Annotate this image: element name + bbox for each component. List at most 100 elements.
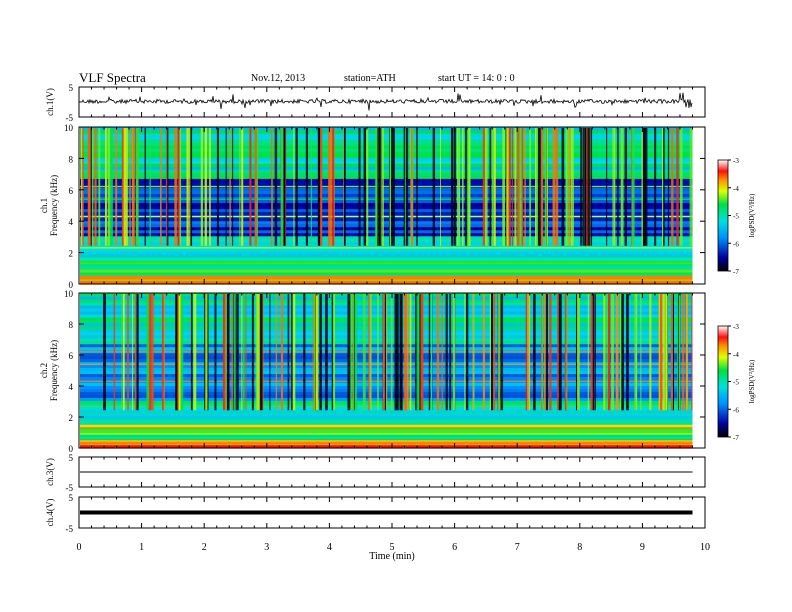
ch1-sferic (555, 128, 559, 246)
ch1-sferic (391, 128, 395, 246)
ch2-sferic (489, 294, 491, 411)
ch1-sferic (190, 128, 193, 246)
ch2-sferic (420, 294, 424, 411)
ch2-sferic (607, 294, 611, 411)
ch2-sferic (222, 294, 226, 411)
ch1-band (80, 250, 693, 255)
ch1-sferic (662, 128, 664, 246)
ch1-sferic (432, 128, 436, 246)
ch2-sferic (127, 294, 129, 411)
ch1-sferic (546, 128, 549, 246)
x-tick-label: 1 (139, 542, 144, 553)
ch1-sferic (149, 128, 151, 246)
ch1-sferic (624, 128, 628, 246)
ch2-sferic (362, 294, 366, 411)
ch1-ylabel: ch.1(V) (45, 88, 55, 116)
ch2-sferic (464, 294, 466, 411)
ch2-sferic (493, 294, 496, 411)
ch2-sferic (214, 294, 217, 411)
ch1-band (80, 127, 693, 131)
ch2-ytick-label: 10 (64, 289, 74, 299)
ch1-band (80, 205, 693, 210)
ch4-ytick-label: -5 (66, 524, 74, 534)
ch1-sferic (254, 128, 257, 246)
ch1-sferic (363, 128, 367, 246)
ch2-band (80, 409, 693, 413)
ch2-sferic (640, 294, 642, 411)
ch1-sferic (295, 128, 298, 246)
ch1-sferic (552, 128, 556, 246)
ch1-sferic (529, 128, 532, 246)
ch2-sferic (354, 294, 358, 411)
ch2-sferic (659, 294, 663, 411)
ch1-sferic (641, 128, 643, 246)
ch2-sferic (611, 294, 614, 411)
ch2-sferic (377, 294, 379, 411)
ch2-sferic (319, 294, 322, 411)
ch2-sferic (453, 294, 456, 411)
ch2-sferic (314, 294, 316, 411)
ch2-sferic (577, 294, 580, 411)
ch2-sferic (312, 294, 314, 411)
ch2-sferic (500, 294, 504, 411)
ch1-sferic (174, 128, 177, 246)
ch1-sferic (239, 128, 241, 246)
ch2-sferic (386, 294, 388, 411)
ch2-band (80, 436, 693, 440)
ch2-sferic (682, 294, 685, 411)
x-tick-label: 5 (390, 542, 395, 553)
ch1-band (80, 145, 693, 149)
ch1-sferic (511, 128, 513, 246)
ch1-sferic (91, 128, 94, 246)
ch2-sferic (275, 294, 278, 411)
ch1-band (80, 166, 693, 170)
ch2-sferic (255, 294, 259, 411)
ch1-band (80, 196, 693, 201)
x-axis-label: Time (min) (369, 551, 414, 562)
ch1-sferic (189, 128, 191, 246)
ch1-sferic (632, 128, 635, 246)
ch1-sferic (565, 128, 567, 246)
ch1-sferic (225, 128, 227, 246)
ch2-sferic (259, 294, 263, 411)
ch1-sferic (167, 128, 169, 246)
ch2-sferic (382, 294, 385, 411)
ch1-sferic (566, 128, 569, 246)
x-tick-label: 8 (577, 542, 582, 553)
ch1-sferic (671, 128, 674, 246)
ch1-band (80, 208, 693, 213)
ch1-sferic (159, 128, 162, 246)
ch2-sferic (401, 294, 403, 411)
ch1-sferic (209, 128, 211, 246)
ch1-sferic (343, 128, 345, 246)
ch1-colorbar-tick-label: -4 (733, 185, 739, 193)
ch2-sferic (368, 294, 371, 411)
ch2-sferic (416, 294, 420, 411)
ch1-band (80, 211, 693, 216)
ch1-band (80, 247, 693, 252)
ch2-sferic (626, 294, 629, 411)
ch1-ylabel-frequency: Frequency (kHz) (49, 175, 59, 236)
ch2-band (80, 424, 693, 428)
x-tick-label: 4 (327, 542, 332, 553)
ch2-sferic (241, 294, 243, 411)
ch2-sferic (592, 294, 595, 411)
ch2-sferic (233, 294, 236, 411)
ch1-sferic (81, 128, 83, 246)
ch1-sferic (98, 128, 101, 246)
ch1-band (80, 160, 693, 164)
ch1-sferic (606, 128, 608, 246)
ch2-sferic (664, 294, 666, 411)
ch1-sferic (241, 128, 244, 246)
ch1-band (80, 220, 693, 225)
ch2-sferic (332, 294, 336, 411)
ch2-sferic (482, 294, 485, 411)
ch2-colorbar-tick-label: -6 (733, 406, 739, 414)
ch3-ytick-label: 5 (69, 453, 74, 463)
ch1-sferic (580, 128, 582, 246)
ch1-signal-line (79, 92, 693, 111)
date-label: Nov.12, 2013 (251, 73, 306, 84)
ch1-sferic (122, 128, 126, 246)
ch1-sferic (663, 128, 665, 246)
ch2-sferic (533, 294, 536, 411)
